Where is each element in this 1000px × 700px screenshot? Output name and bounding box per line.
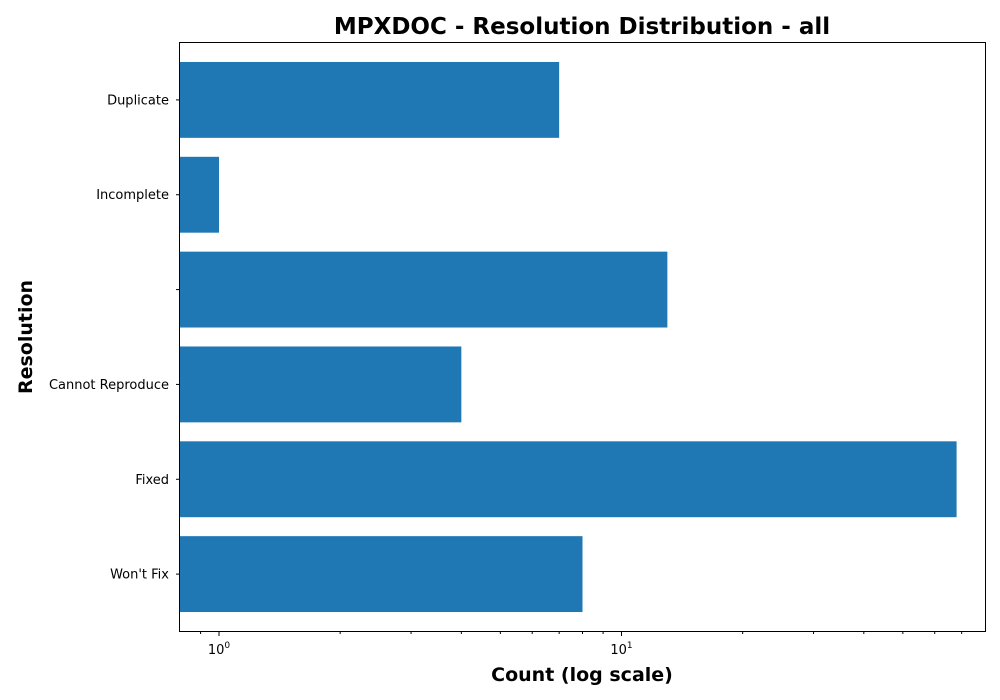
bar [180,251,668,328]
x-tick-label: 100 [208,641,231,658]
plot-frame [179,42,986,632]
y-tick-label: Cannot Reproduce [49,378,169,393]
bar [180,156,220,233]
y-tick-label: Duplicate [107,93,169,108]
x-axis-ticks: 100 101 [200,631,963,658]
bar [180,536,583,613]
y-tick-label: Incomplete [96,188,169,203]
bars-group [180,61,957,613]
bar [180,61,560,138]
x-axis-label: Count (log scale) [491,664,673,686]
bar [180,441,957,518]
chart-title: MPXDOC - Resolution Distribution - all [334,14,830,40]
y-tick-label: Won't Fix [110,568,169,583]
x-tick-label: 101 [610,641,632,658]
y-axis-ticks: Won't Fix Fixed Cannot Reproduce Incomplete… [49,93,180,583]
y-tick-label: Fixed [135,473,169,488]
bar [180,346,462,423]
y-axis-label: Resolution [15,280,37,394]
